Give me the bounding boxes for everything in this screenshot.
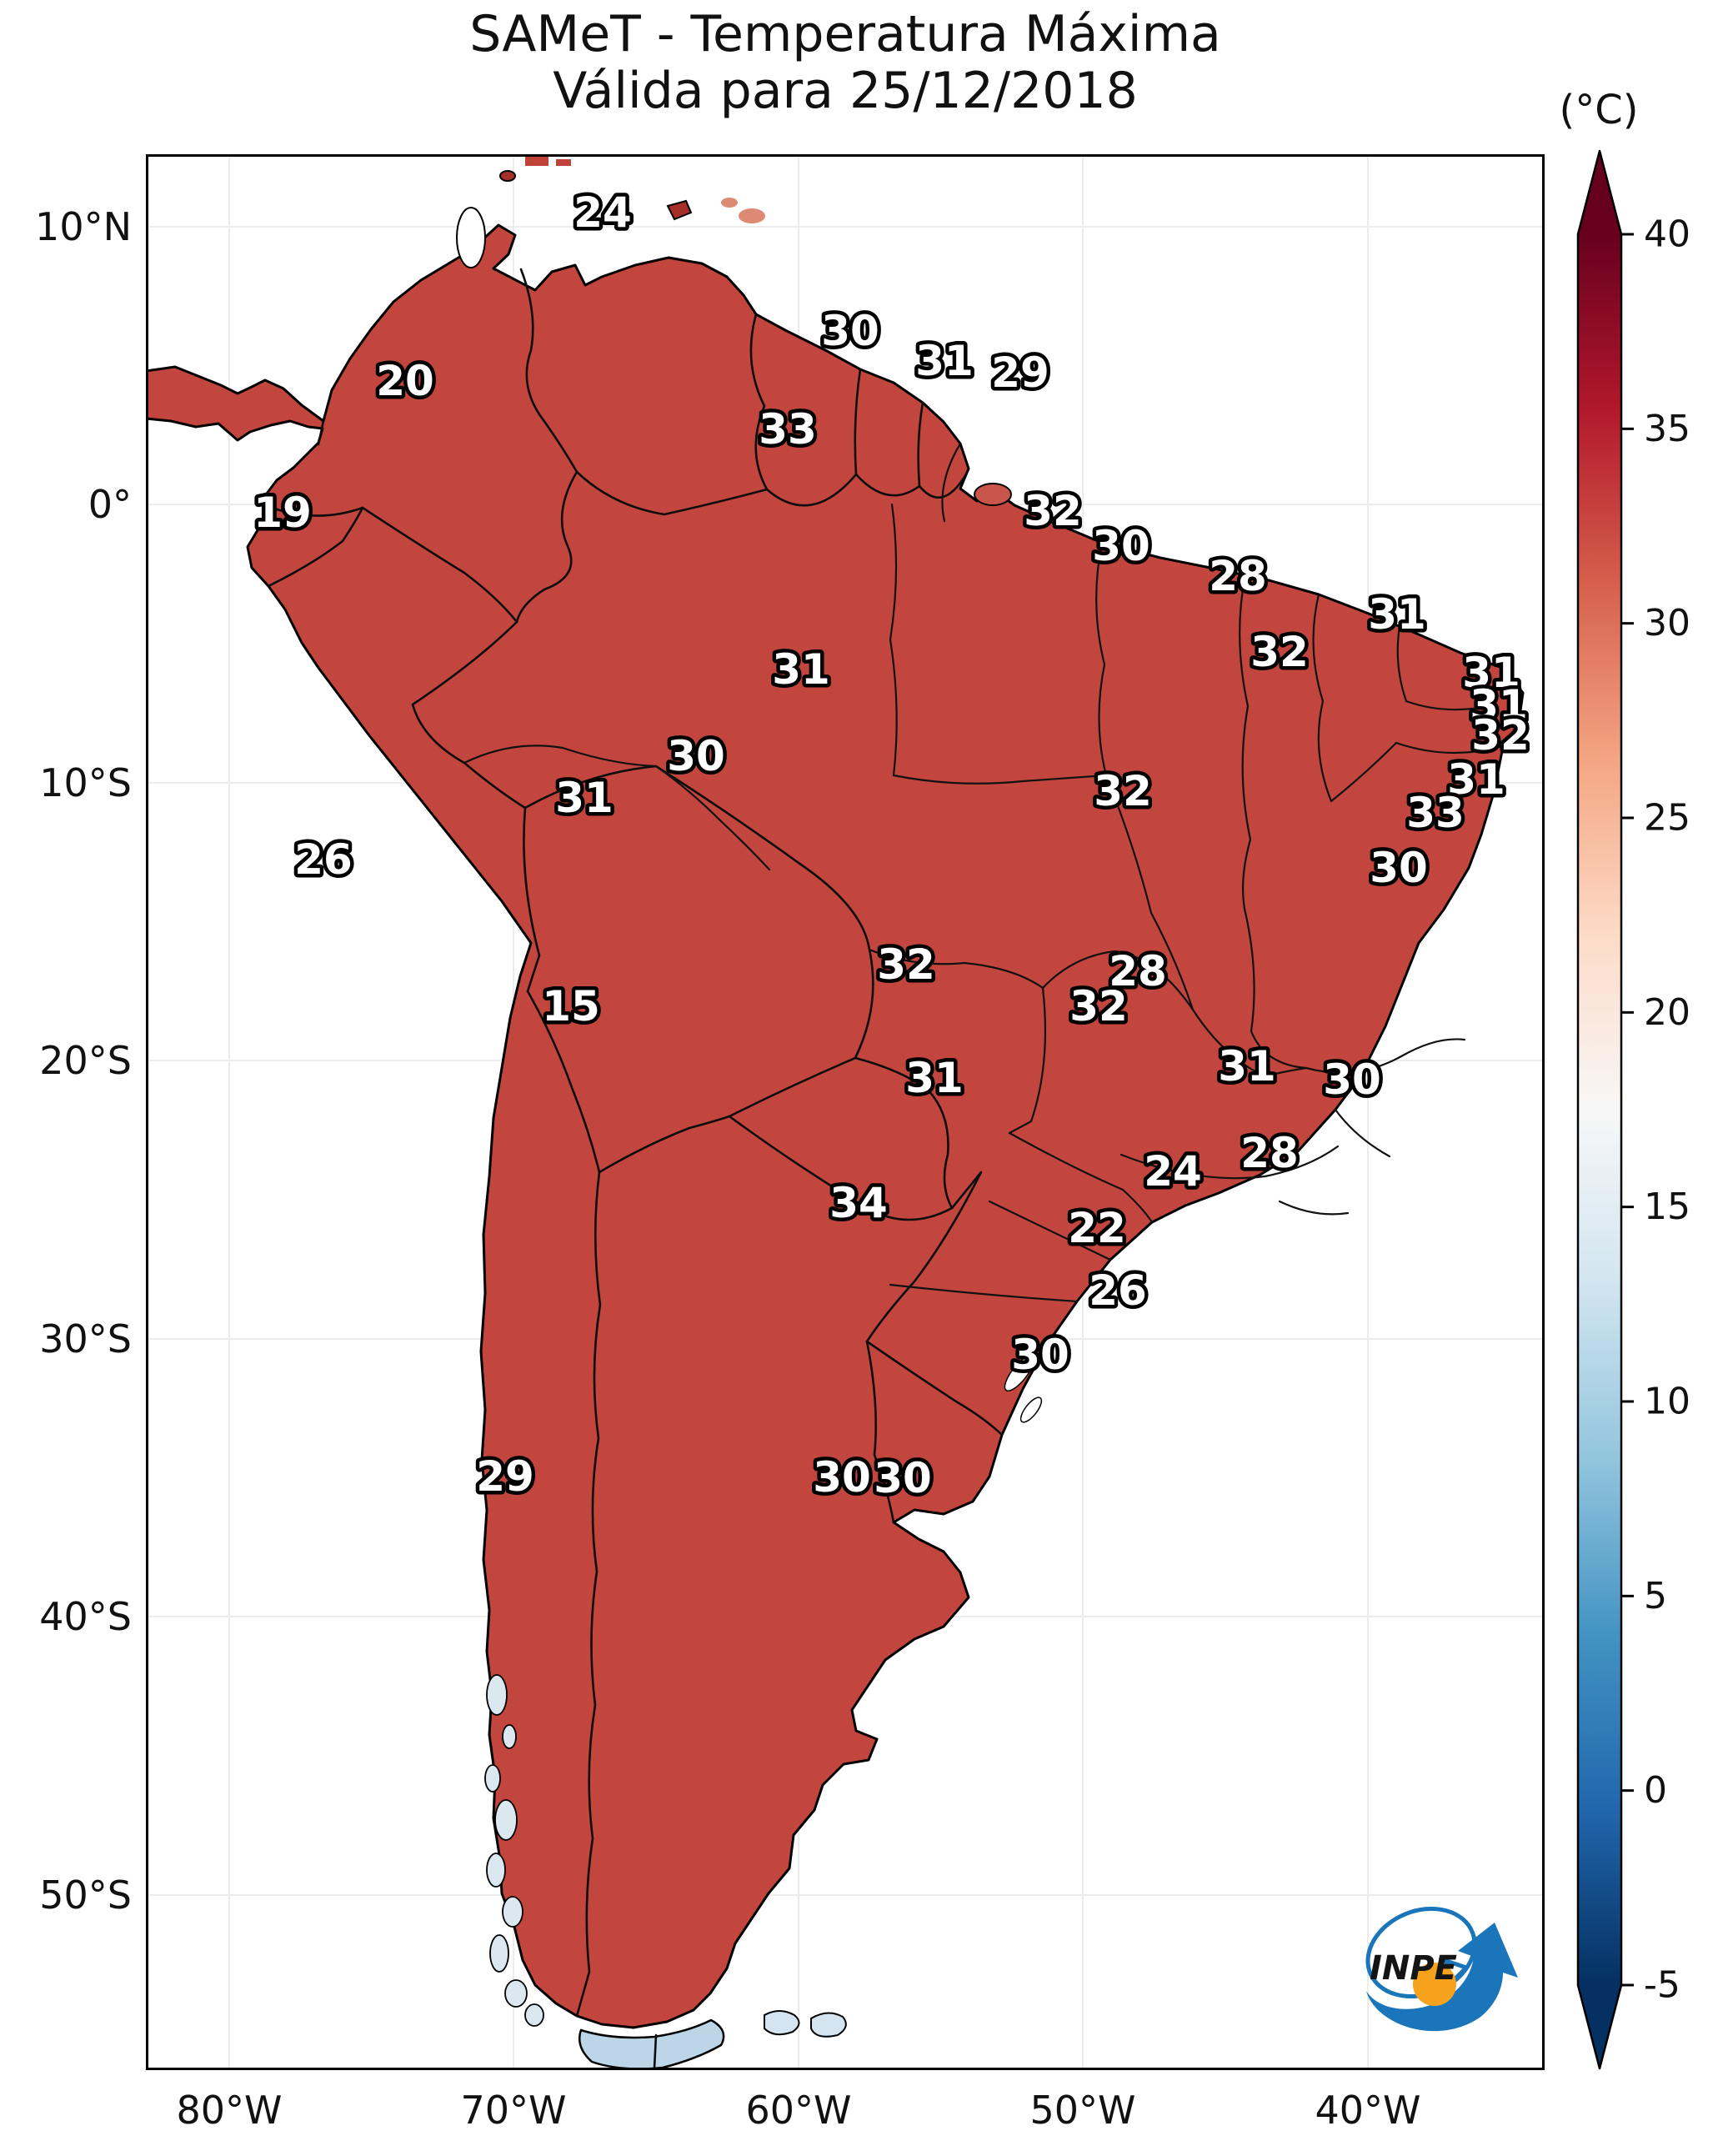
islands-and-lakes [456, 156, 1043, 2038]
temp-label: 24 [1144, 1147, 1202, 1196]
temp-label: 30 [813, 1453, 871, 1502]
temp-label: 32 [1250, 628, 1309, 676]
colorbar-tick-label: 30 [1644, 602, 1690, 644]
temp-label: 32 [1024, 487, 1082, 535]
temp-label: 19 [253, 489, 312, 537]
temp-label: 30 [874, 1454, 932, 1502]
map-panel: 24 30 31 29 20 33 19 32 30 28 31 32 31 31 32 31 33 30 30 31… [146, 154, 1545, 2070]
page-title: SAMeT - Temperatura Máxima [469, 5, 1221, 63]
temp-label: 29 [991, 348, 1049, 397]
temp-label: 24 [573, 188, 632, 237]
lon-tick-label: 60°W [745, 2088, 852, 2133]
lat-tick-label: 0° [88, 482, 132, 527]
colorbar-tick-label: 40 [1644, 213, 1690, 256]
colorbar-ticks: 40 35 30 25 20 15 10 5 0 -5 [1621, 213, 1690, 2007]
temp-label: 32 [1471, 711, 1530, 760]
inpe-swoosh-arrow-icon [1366, 1923, 1518, 2032]
lat-tick-label: 10°N [35, 204, 132, 249]
lat-tick-label: 10°S [39, 760, 132, 805]
temp-label: 26 [294, 835, 353, 884]
plot-frame [146, 154, 1545, 2070]
colorbar-tick-label: -5 [1644, 1964, 1680, 2007]
temp-label: 28 [1109, 947, 1167, 995]
temp-label: 22 [1068, 1204, 1126, 1252]
colorbar-tick-label: 15 [1644, 1186, 1690, 1228]
temp-label: 32 [1069, 982, 1128, 1030]
lon-tick-label: 80°W [176, 2088, 283, 2133]
colorbar-unit-label: (°C) [1559, 87, 1639, 133]
lat-tick-label: 20°S [39, 1038, 132, 1083]
state-borders [463, 442, 1515, 1303]
temp-label: 32 [1094, 767, 1152, 815]
temp-label: 31 [915, 337, 974, 385]
colorbar-tick-label: 0 [1644, 1769, 1667, 1812]
temp-label: 31 [1462, 649, 1520, 697]
temp-label: 30 [1323, 1055, 1381, 1104]
temp-label: 30 [1092, 522, 1150, 570]
temp-label: 34 [829, 1179, 888, 1227]
temp-label: 31 [1218, 1042, 1276, 1091]
temp-label: 31 [1368, 590, 1426, 639]
temp-label: 30 [1370, 844, 1428, 892]
inpe-orange-dot-icon [1413, 1963, 1456, 2006]
temp-label: 31 [905, 1054, 964, 1102]
temp-label: 31 [555, 774, 614, 822]
temp-label: 30 [667, 732, 725, 780]
lat-tick-label: 40°S [39, 1594, 132, 1639]
temp-label: 31 [1447, 755, 1505, 804]
colorbar: 40 35 30 25 20 15 10 5 0 -5 [1576, 149, 1690, 2070]
temp-label: 31 [772, 645, 830, 694]
colorbar-tick-label: 35 [1644, 408, 1690, 450]
temp-label: 33 [759, 405, 817, 454]
temp-label: 31 [1470, 681, 1528, 730]
temp-label: 29 [476, 1452, 534, 1501]
inpe-logo-text: INPE [1370, 1949, 1457, 1988]
colorbar-tick-label: 10 [1644, 1381, 1690, 1423]
temp-label: 28 [1240, 1129, 1299, 1177]
inpe-logo: INPE [1365, 1906, 1518, 2032]
lat-tick-label: 30°S [39, 1316, 132, 1361]
colorbar-gradient-bar [1576, 149, 1623, 2070]
tierra-del-fuego [578, 2018, 725, 2070]
temp-label: 20 [376, 357, 434, 405]
temp-label: 33 [1406, 789, 1465, 837]
lon-tick-label: 70°W [460, 2088, 567, 2133]
temp-label: 30 [1011, 1331, 1069, 1379]
colorbar-tick-label: 20 [1644, 991, 1690, 1034]
lon-tick-label: 50°W [1029, 2088, 1136, 2133]
temp-label: 15 [542, 982, 600, 1030]
temp-label: 28 [1209, 552, 1267, 600]
temp-label: 26 [1089, 1266, 1147, 1315]
temp-label: 32 [877, 940, 935, 989]
colorbar-tick-label: 5 [1644, 1575, 1667, 1617]
country-borders [267, 268, 1004, 2070]
page-subtitle-date: Válida para 25/12/2018 [553, 62, 1138, 120]
colorbar-tick-label: 25 [1644, 797, 1690, 840]
lon-tick-label: 40°W [1315, 2088, 1421, 2133]
lat-tick-label: 50°S [39, 1873, 132, 1918]
temp-label: 30 [821, 307, 879, 355]
